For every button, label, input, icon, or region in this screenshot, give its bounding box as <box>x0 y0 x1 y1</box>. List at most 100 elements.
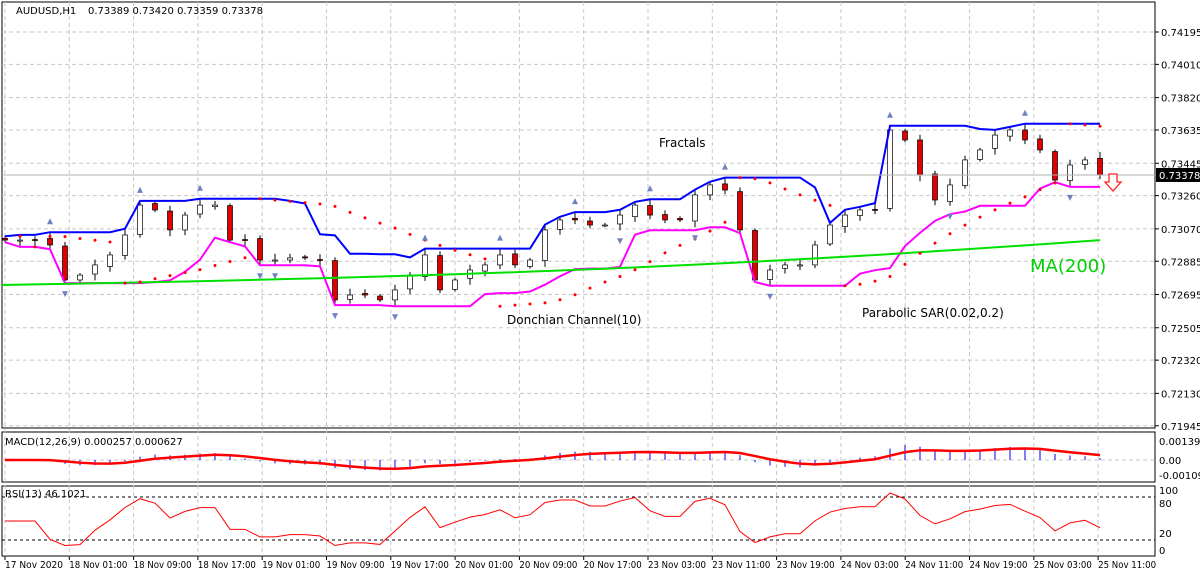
sar-dot <box>813 198 817 202</box>
candle-body <box>722 183 728 191</box>
candle-body <box>332 260 338 301</box>
sar-dot <box>603 280 607 284</box>
sar-dot <box>378 221 382 225</box>
sar-dot <box>468 253 472 257</box>
sar-dot <box>588 286 592 290</box>
candle <box>92 259 98 281</box>
x-tick-label: 19 Nov 01:00 <box>262 560 320 571</box>
sar-dot <box>543 301 547 305</box>
candle-body <box>137 204 143 235</box>
x-tick-label: 20 Nov 01:00 <box>455 560 513 571</box>
candle-body <box>242 239 248 241</box>
candle <box>497 248 503 270</box>
candle <box>167 205 173 237</box>
candle-body <box>902 130 908 141</box>
x-tick-label: 23 Nov 03:00 <box>648 560 706 571</box>
sar-dot <box>858 282 862 286</box>
sar-dot <box>393 226 397 230</box>
candle <box>902 128 908 143</box>
sar-dot <box>318 202 322 206</box>
candle <box>977 147 983 162</box>
rsi-tick-label: 80 <box>1159 499 1172 510</box>
sar-dot <box>363 216 367 220</box>
rsi-tick-label: 0 <box>1159 546 1165 557</box>
candle <box>182 211 188 236</box>
sar-dot <box>348 210 352 214</box>
candle <box>2 236 8 243</box>
candle <box>632 201 638 222</box>
macd-tick-label: 0.00139 <box>1159 437 1200 448</box>
sar-dot <box>1068 122 1072 126</box>
candle-body <box>527 259 533 267</box>
candle <box>707 181 713 201</box>
candle-body <box>272 259 278 262</box>
sar-dot <box>333 204 337 208</box>
candle-body <box>1097 158 1103 176</box>
candle-body <box>77 274 83 281</box>
sar-dot <box>198 268 202 272</box>
candle-body <box>977 149 983 160</box>
candle-body <box>212 204 218 207</box>
macd-signal-line <box>5 447 1101 471</box>
candle-body <box>647 205 653 216</box>
sar-dot <box>498 304 502 308</box>
sar-dot <box>1098 124 1102 128</box>
candle-body <box>917 139 923 176</box>
candle <box>377 293 383 303</box>
y-tick-label: 0.73260 <box>1161 192 1200 203</box>
sar-dot <box>513 303 517 307</box>
candle <box>197 198 203 219</box>
fractal-up-icon <box>422 234 428 241</box>
macd-tick-label: -0.001092 <box>1159 471 1200 482</box>
y-tick-label: 0.72130 <box>1161 389 1200 400</box>
candle <box>947 178 953 206</box>
candle-body <box>512 253 518 266</box>
candle <box>917 134 923 182</box>
candle-body <box>257 238 263 261</box>
x-tick-label: 25 Nov 11:00 <box>1098 560 1156 571</box>
current-price-label: 0.73378 <box>1159 171 1200 182</box>
fractal-down-icon <box>767 293 773 300</box>
candle <box>872 203 878 215</box>
candle-body <box>677 218 683 221</box>
fractal-down-icon <box>617 238 623 245</box>
fractal-up-icon <box>137 186 143 193</box>
candle-body <box>932 173 938 201</box>
sar-dot <box>948 232 952 236</box>
candle <box>137 200 143 238</box>
sar-dot <box>288 199 292 203</box>
main-pane <box>1 1 1156 429</box>
sar-dot <box>93 238 97 242</box>
candle-body <box>1007 129 1013 137</box>
candle-body <box>227 205 233 241</box>
fractal-up-icon <box>497 234 503 241</box>
sar-dot <box>48 234 52 238</box>
candle <box>302 254 308 261</box>
candle-body <box>962 159 968 186</box>
sar-dot <box>453 248 457 252</box>
candle-body <box>497 254 503 266</box>
sar-annotation: Parabolic SAR(0.02,0.2) <box>862 306 1004 320</box>
candle-body <box>1037 138 1043 151</box>
candle-body <box>482 264 488 272</box>
sar-dot <box>978 215 982 219</box>
sar-dot <box>123 281 127 285</box>
candle <box>527 257 533 269</box>
sar-dot <box>708 229 712 233</box>
candle-body <box>662 214 668 221</box>
sar-dot <box>783 187 787 191</box>
fractal-down-icon <box>257 273 263 280</box>
rsi-tick-label: 100 <box>1159 486 1178 497</box>
sar-dot <box>753 177 757 181</box>
candle-body <box>32 239 38 241</box>
candle <box>362 289 368 299</box>
sar-dot <box>303 201 307 205</box>
candle-body <box>407 274 413 290</box>
y-tick-label: 0.73445 <box>1161 159 1200 170</box>
sar-dot <box>438 243 442 247</box>
candle <box>542 224 548 267</box>
candle <box>1052 149 1058 183</box>
candle <box>287 253 293 264</box>
